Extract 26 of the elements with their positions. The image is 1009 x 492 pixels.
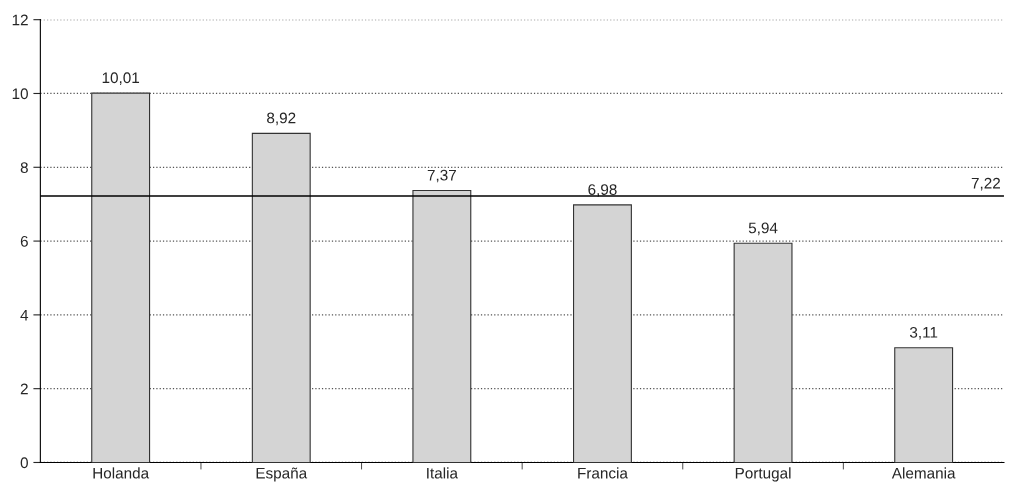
x-tick-label: Italia bbox=[427, 467, 458, 479]
data-label: 8,92 bbox=[267, 112, 296, 126]
data-label: 7,37 bbox=[427, 169, 456, 183]
x-tick-label: España bbox=[256, 467, 308, 482]
bar bbox=[251, 132, 311, 463]
data-label: 3,11 bbox=[909, 326, 938, 340]
y-tick-label: 8 bbox=[20, 162, 28, 173]
y-tick-label: 4 bbox=[20, 309, 29, 321]
y-tick-label: 0 bbox=[20, 457, 28, 469]
y-tick-label: 2 bbox=[20, 383, 28, 395]
y-tick-label: 12 bbox=[12, 14, 28, 26]
bar bbox=[572, 204, 632, 463]
ref-line-label: 7,22 bbox=[971, 177, 1000, 191]
y-tick-label: 6 bbox=[20, 235, 28, 247]
data-label: 5,94 bbox=[748, 222, 778, 236]
x-tick-label: Alemania bbox=[891, 467, 956, 479]
x-tick-label: Holanda bbox=[93, 467, 150, 479]
bar bbox=[733, 242, 793, 463]
bar bbox=[894, 347, 954, 463]
x-tick-label: Portugal bbox=[735, 467, 791, 482]
bar bbox=[412, 189, 472, 463]
data-label: 6,98 bbox=[588, 184, 617, 197]
y-tick-label: 10 bbox=[12, 88, 28, 100]
data-label: 10,01 bbox=[102, 72, 140, 85]
bar bbox=[91, 92, 151, 463]
x-tick-label: Francia bbox=[578, 467, 628, 479]
